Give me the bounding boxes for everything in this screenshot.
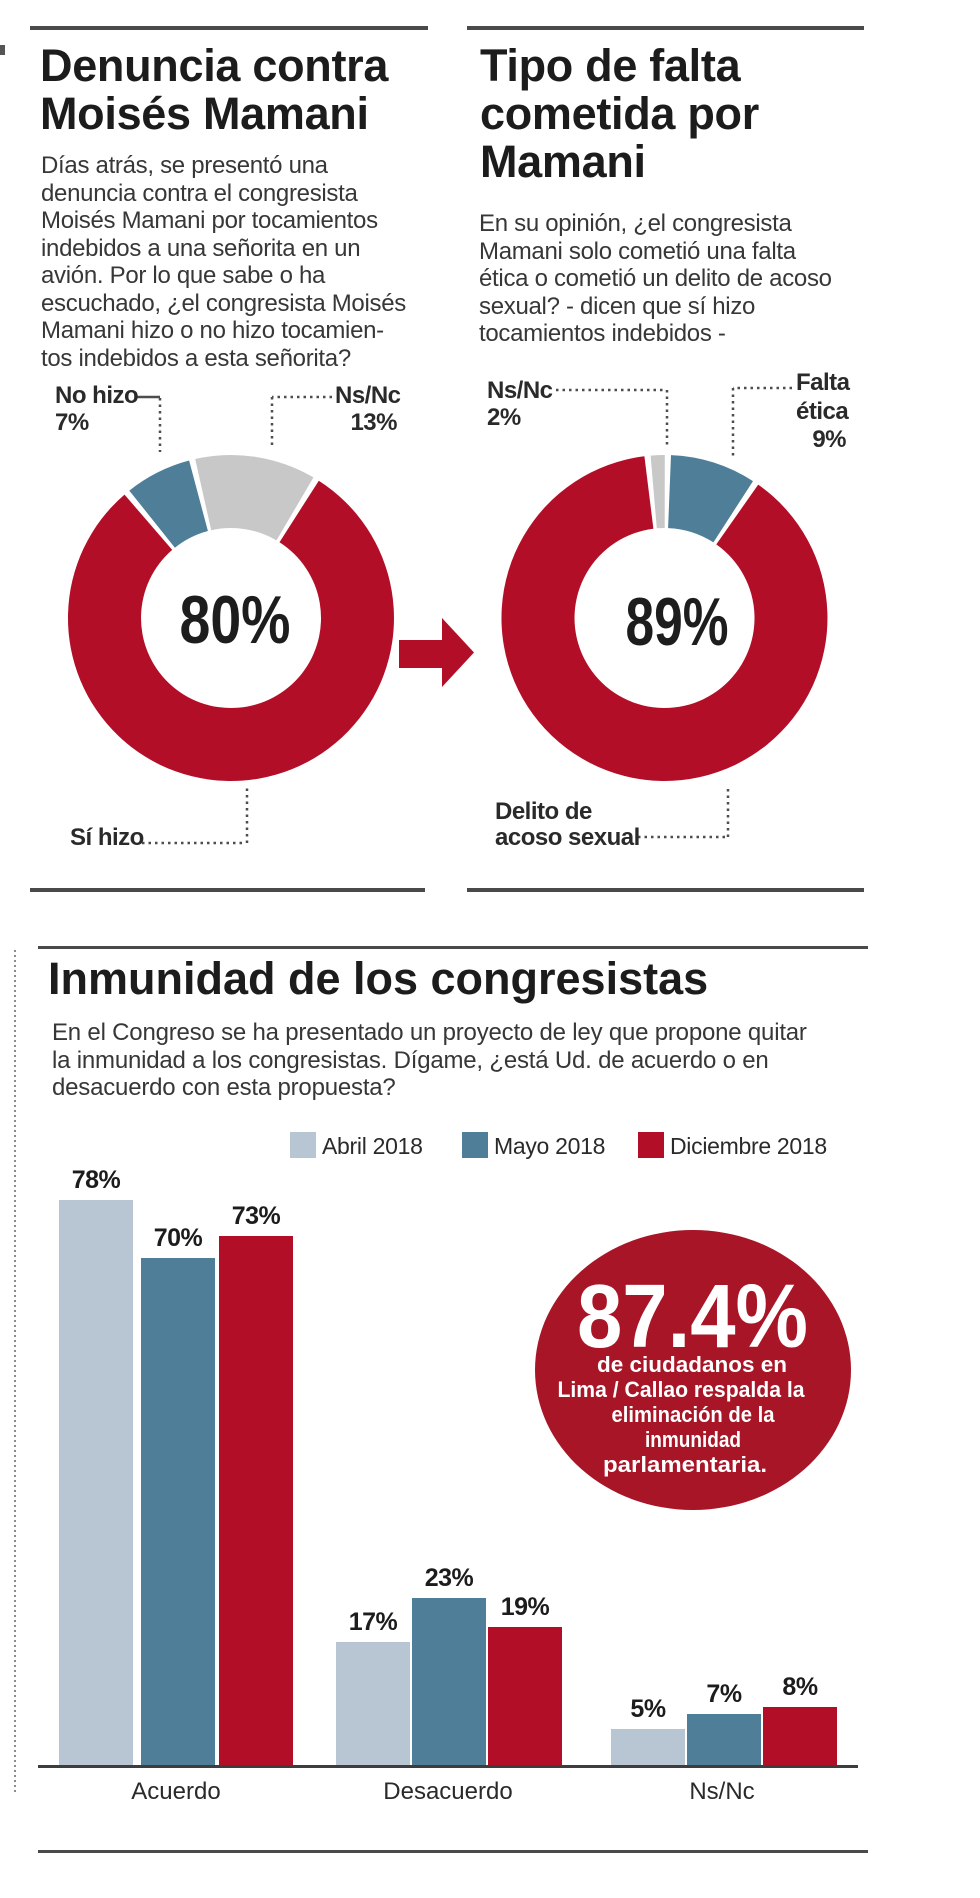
svg-text:de ciudadanos en: de ciudadanos en: [597, 1352, 787, 1377]
svg-text:Lima / Callao respalda la: Lima / Callao respalda la: [558, 1377, 806, 1402]
svg-text:87.4%: 87.4%: [577, 1267, 808, 1367]
svg-text:inmunidad: inmunidad: [645, 1427, 741, 1452]
svg-text:parlamentaria.: parlamentaria.: [603, 1452, 767, 1477]
svg-text:89%: 89%: [626, 584, 729, 660]
svg-text:80%: 80%: [180, 582, 291, 658]
svg-text:eliminación de la: eliminación de la: [612, 1402, 776, 1427]
